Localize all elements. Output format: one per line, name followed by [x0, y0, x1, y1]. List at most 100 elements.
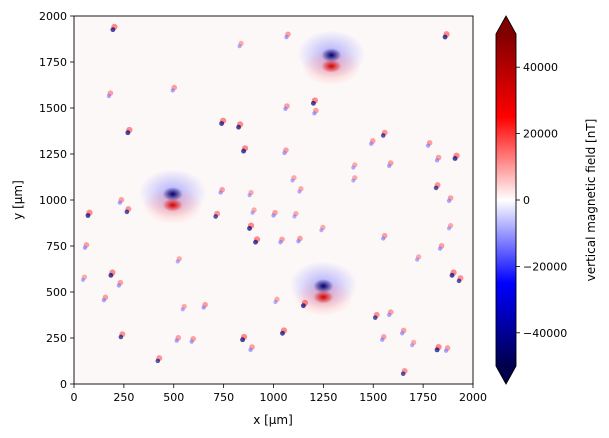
dipole-negative-lobe	[237, 44, 242, 49]
dipole-negative-lobe	[442, 34, 448, 40]
dipole-negative-lobe	[85, 213, 91, 218]
dipole-negative-lobe	[425, 143, 431, 148]
dipole-negative-lobe	[297, 189, 302, 194]
dipole-negative-lobe	[80, 277, 85, 282]
dipole-negative-lobe	[241, 148, 247, 154]
dipole-negative-lobe	[189, 339, 194, 344]
dipole-negative-lobe	[82, 245, 88, 250]
dipole-negative-lobe	[452, 156, 458, 161]
dipole-negative-lobe	[278, 240, 283, 245]
dipole-negative-lobe	[110, 27, 116, 33]
dipole-negative-lobe	[319, 228, 324, 233]
dipole-negative-lobe	[116, 283, 122, 288]
dipole-negative-lobe	[434, 347, 440, 353]
dipole-negative-lobe	[250, 210, 255, 215]
dipole-negative-lobe	[271, 213, 276, 218]
plot-area	[74, 16, 473, 384]
colorbar-ticks: −40000 −20000 0 20000 40000	[516, 61, 567, 340]
dipole-negative-lobe	[456, 278, 462, 284]
dipole-negative-lobe	[118, 334, 124, 340]
dipole-negative-lobe	[219, 121, 225, 126]
y-tick-label: 0	[60, 378, 67, 391]
dipole-negative-lobe	[313, 279, 334, 294]
dipole-negative-lobe	[381, 236, 386, 241]
x-tick-label: 500	[163, 391, 184, 404]
dipole-negative-lobe	[443, 348, 449, 353]
x-tick-label: 0	[71, 391, 78, 404]
field-layer	[80, 23, 464, 377]
dipole-negative-lobe	[273, 299, 278, 305]
dipole-positive-lobe	[313, 290, 334, 304]
x-axis: 0 250 500 750 1000 1250 1500 1750 2000	[71, 384, 487, 404]
dipole-negative-lobe	[248, 347, 253, 352]
y-tick-label: 750	[46, 240, 67, 253]
dipole-negative-lobe	[284, 34, 289, 40]
dipole-negative-lobe	[415, 257, 420, 262]
y-tick-label: 2000	[39, 10, 67, 23]
dipole-negative-lobe	[372, 315, 378, 320]
dipole-negative-lobe	[124, 209, 130, 215]
x-tick-label: 1000	[260, 391, 288, 404]
dipole-negative-lobe	[174, 338, 179, 343]
dipole-negative-lobe	[449, 272, 455, 278]
dipole-negative-lobe	[175, 259, 180, 264]
colorbar-tick-label: −20000	[523, 260, 567, 273]
colorbar-tick-label: 40000	[523, 61, 558, 74]
dipole-negative-lobe	[447, 226, 452, 231]
dipole-negative-lobe	[253, 239, 258, 245]
dipole-negative-lobe	[434, 158, 440, 163]
y-tick-label: 1500	[39, 102, 67, 115]
dipole-negative-lobe	[290, 178, 295, 183]
dipole-negative-lobe	[170, 88, 175, 93]
dipole-negative-lobe	[387, 312, 392, 318]
dipole-negative-lobe	[400, 371, 406, 377]
dipole-negative-lobe	[400, 331, 405, 336]
dipole-negative-lobe	[108, 272, 114, 278]
colorbar-label: vertical magnetic field [nT]	[584, 119, 598, 282]
dipole-negative-lobe	[240, 337, 246, 343]
dipole-negative-lobe	[125, 130, 131, 136]
dipole-negative-lobe	[283, 106, 288, 111]
dipole-negative-lobe	[247, 193, 252, 198]
colorbar-tick-label: 20000	[523, 128, 558, 141]
x-tick-label: 750	[213, 391, 234, 404]
dipole-negative-lobe	[312, 111, 317, 116]
dipole-negative-lobe	[369, 141, 374, 146]
y-axis-label: y [µm]	[11, 180, 25, 220]
dipole-negative-lobe	[410, 343, 415, 348]
dipole-negative-lobe	[387, 163, 392, 168]
dipole-negative-lobe	[155, 358, 161, 364]
dipole-negative-lobe	[351, 165, 356, 170]
dipole-negative-lobe	[321, 48, 342, 63]
y-tick-label: 1750	[39, 56, 67, 69]
y-tick-label: 1250	[39, 148, 67, 161]
dipole-negative-lobe	[180, 307, 185, 312]
x-tick-label: 250	[113, 391, 134, 404]
y-tick-label: 500	[46, 286, 67, 299]
dipole-negative-lobe	[433, 185, 439, 191]
colorbar-extend-top	[496, 16, 516, 34]
dipole-negative-lobe	[446, 198, 452, 203]
dipole-positive-lobe	[321, 59, 342, 73]
dipole-negative-lobe	[236, 124, 242, 130]
dipole-negative-lobe	[247, 225, 252, 231]
dipole-negative-lobe	[280, 330, 285, 336]
dipole-negative-lobe	[162, 187, 183, 202]
dipole-negative-lobe	[101, 298, 107, 303]
colorbar-tick-label: 0	[523, 194, 530, 207]
dipole-negative-lobe	[300, 303, 306, 309]
x-tick-label: 1250	[309, 391, 337, 404]
y-axis: 0 250 500 750 1000 1250 1500 1750 2000	[39, 10, 74, 391]
colorbar-outline	[495, 15, 517, 385]
dipole-negative-lobe	[296, 239, 301, 244]
dipole-negative-lobe	[282, 150, 287, 156]
x-tick-label: 1750	[409, 391, 437, 404]
x-tick-label: 2000	[459, 391, 487, 404]
colorbar-tick-label: −40000	[523, 327, 567, 340]
dipole-negative-lobe	[351, 178, 356, 183]
dipole-negative-lobe	[292, 214, 297, 219]
y-tick-label: 250	[46, 332, 67, 345]
dipole-negative-lobe	[380, 133, 386, 138]
x-tick-label: 1500	[359, 391, 387, 404]
